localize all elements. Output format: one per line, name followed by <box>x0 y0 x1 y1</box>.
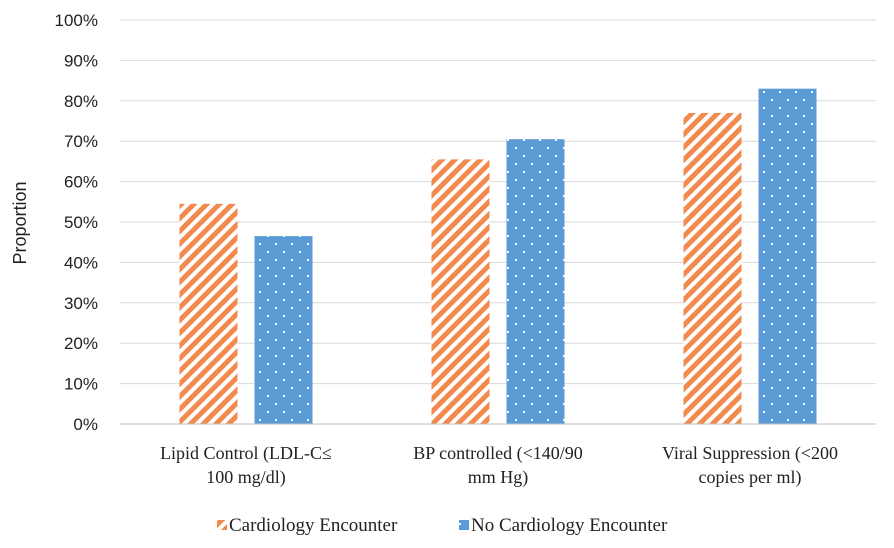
legend-label: No Cardiology Encounter <box>471 515 668 536</box>
y-tick-label: 30% <box>64 294 98 313</box>
x-tick-label-line: mm Hg) <box>468 467 529 488</box>
y-tick-label: 60% <box>64 173 98 192</box>
y-axis-title: Proportion <box>10 181 30 264</box>
y-tick-label: 20% <box>64 334 98 353</box>
x-tick-label: Lipid Control (LDL-C≤ 100 mg/dl) <box>160 443 332 488</box>
legend-item: No Cardiology Encounter <box>459 515 668 536</box>
x-tick-label-line: 100 mg/dl) <box>206 467 286 488</box>
legend-swatch <box>217 520 227 530</box>
y-tick-label: 50% <box>64 213 98 232</box>
legend-item: Cardiology Encounter <box>217 515 398 536</box>
bar <box>683 112 742 425</box>
bars <box>179 88 817 425</box>
bar <box>179 203 238 424</box>
bar <box>254 236 313 424</box>
gridlines <box>120 19 876 385</box>
x-tick-label-line: Lipid Control (LDL-C≤ <box>160 443 332 464</box>
x-tick-label: BP controlled (<140/90 mm Hg) <box>413 443 582 488</box>
y-tick-label: 70% <box>64 132 98 151</box>
x-tick-label-line: copies per ml) <box>699 467 802 488</box>
bar <box>506 139 565 424</box>
x-tick-label-line: BP controlled (<140/90 <box>413 443 582 464</box>
legend-label: Cardiology Encounter <box>229 515 398 536</box>
bar <box>758 88 817 425</box>
bar <box>431 159 490 424</box>
legend: Cardiology Encounter No Cardiology Encoun… <box>217 515 668 536</box>
y-tick-label: 0% <box>73 415 98 434</box>
y-tick-label: 80% <box>64 92 98 111</box>
y-tick-label: 40% <box>64 253 98 272</box>
legend-swatch <box>459 520 469 530</box>
x-axis-category-labels: Lipid Control (LDL-C≤ 100 mg/dl) BP contro… <box>160 443 838 488</box>
y-tick-label: 100% <box>55 11 98 30</box>
y-tick-label: 90% <box>64 51 98 70</box>
x-tick-label-line: Viral Suppression (<200 <box>662 443 838 464</box>
y-axis-ticks: 0% 10% 20% 30% 40% 50% 60% 70% 80% 90% 100% <box>55 11 98 434</box>
y-tick-label: 10% <box>64 375 98 394</box>
x-tick-label: Viral Suppression (<200 copies per ml) <box>662 443 838 488</box>
